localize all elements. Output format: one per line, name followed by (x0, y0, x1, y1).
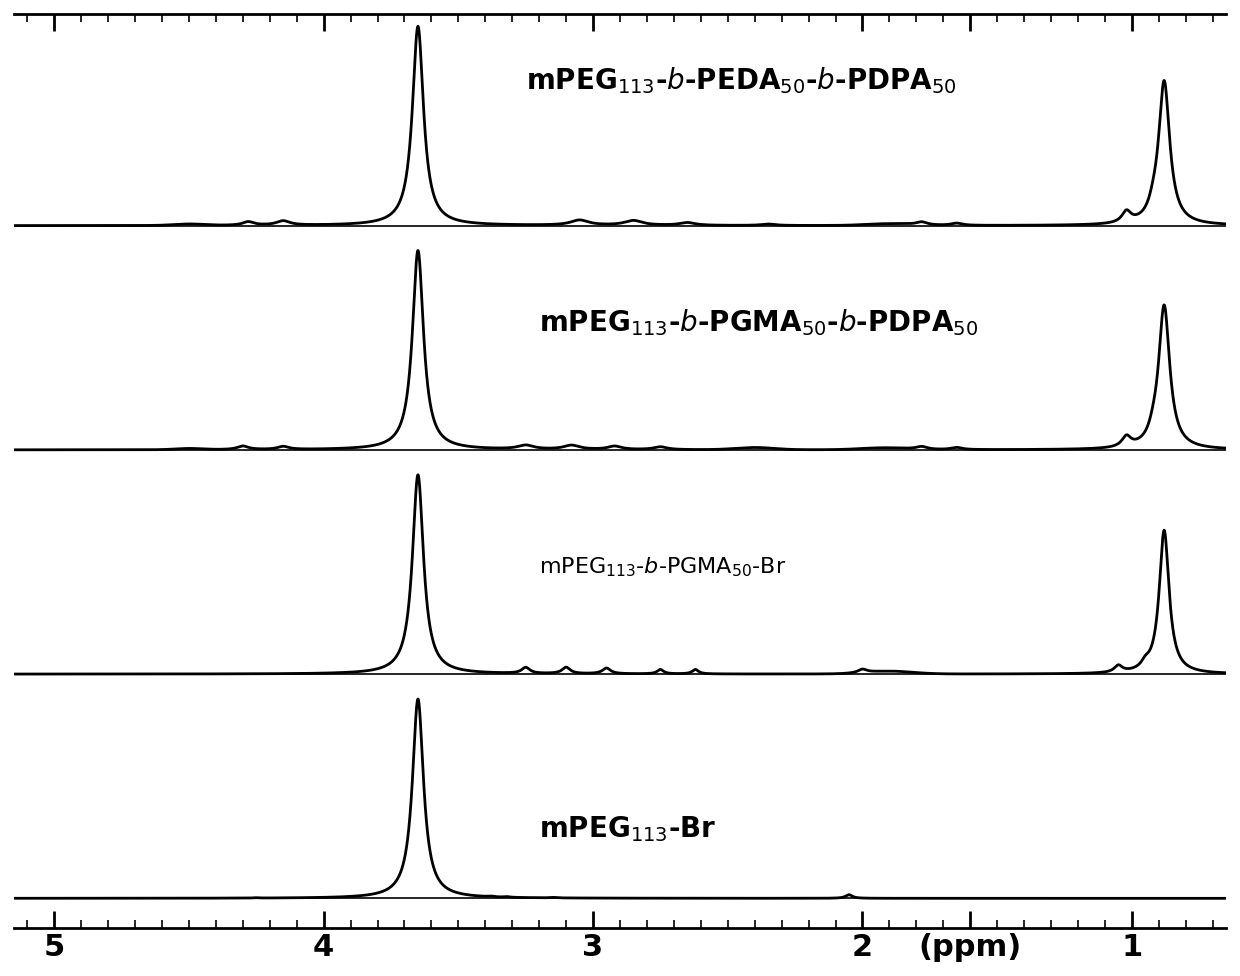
Text: mPEG$_{113}$-$b$-PGMA$_{50}$-$b$-PDPA$_{50}$: mPEG$_{113}$-$b$-PGMA$_{50}$-$b$-PDPA$_{… (539, 307, 978, 338)
Text: mPEG$_{113}$-$b$-PGMA$_{50}$-Br: mPEG$_{113}$-$b$-PGMA$_{50}$-Br (539, 556, 786, 580)
Text: mPEG$_{113}$-Br: mPEG$_{113}$-Br (539, 814, 717, 843)
Text: mPEG$_{113}$-$b$-PEDA$_{50}$-$b$-PDPA$_{50}$: mPEG$_{113}$-$b$-PEDA$_{50}$-$b$-PDPA$_{… (526, 65, 956, 96)
